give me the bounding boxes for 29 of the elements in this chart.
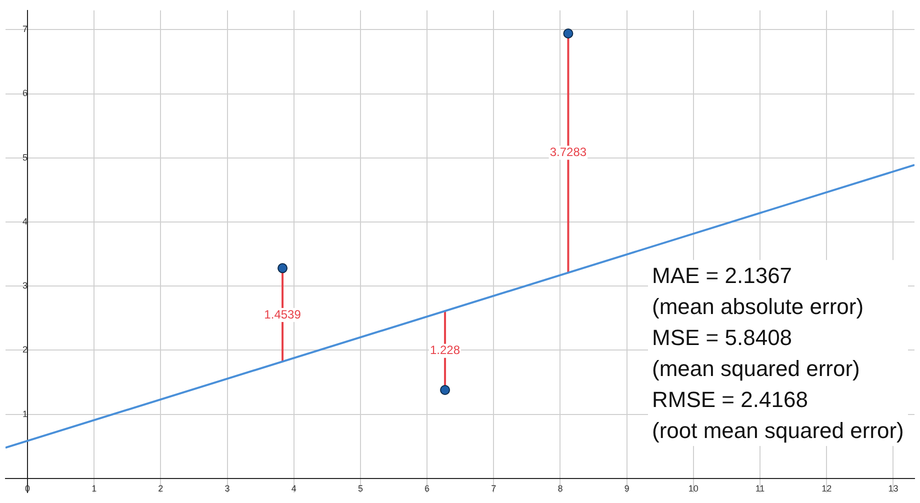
x-tick-label: 9 (624, 483, 630, 494)
x-tick-label: 11 (755, 483, 765, 494)
annotation: 1.228 (430, 343, 460, 358)
point (440, 385, 450, 396)
annotation: (root mean squared error) (652, 417, 904, 445)
y-tick-label: 2 (22, 344, 28, 355)
annotation: MAE = 2.1367 (652, 262, 794, 290)
point (563, 28, 574, 38)
annotation: MSE = 5.8408 (652, 324, 794, 352)
x-tick-label: 2 (158, 483, 164, 494)
x-tick-label: 10 (688, 483, 698, 494)
x-tick-label: 6 (424, 483, 430, 494)
y-tick-label: 6 (22, 88, 28, 98)
x-tick-label: 4 (291, 483, 296, 494)
x-tick-label: 7 (491, 483, 496, 494)
point (278, 263, 288, 274)
x-tick-label: 1 (92, 483, 97, 494)
annotation: (mean absolute error) (652, 293, 865, 321)
x-tick-label: 12 (822, 483, 832, 494)
x-tick-label: 13 (888, 483, 898, 494)
annotation: RMSE = 2.4168 (652, 386, 809, 414)
y-tick-label: 7 (22, 24, 28, 34)
annotation: (mean squared error) (652, 355, 861, 383)
annotation: 3.7283 (550, 145, 587, 160)
x-tick-label: 3 (224, 483, 230, 494)
x-tick-label: 8 (558, 483, 563, 494)
x-tick-label: 5 (358, 483, 363, 494)
y-tick-label: 1 (22, 408, 28, 419)
annotation: 1.4539 (264, 307, 302, 322)
